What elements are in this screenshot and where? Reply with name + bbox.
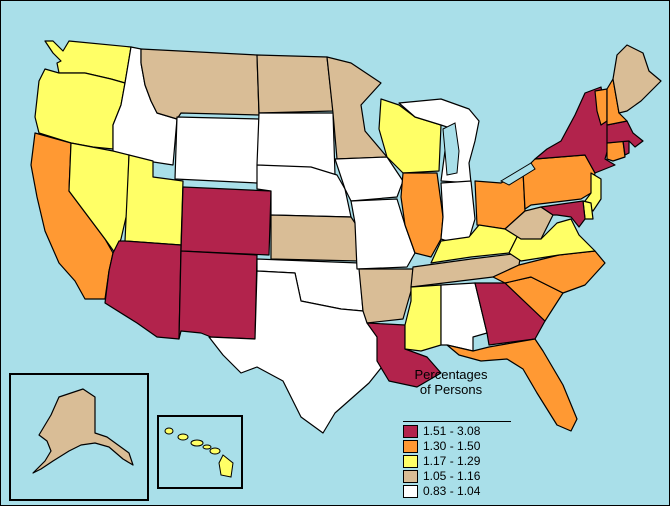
state-NE: [256, 164, 352, 218]
legend-swatch: [403, 425, 418, 438]
state-WY: [174, 116, 260, 184]
state-IN: [440, 180, 476, 242]
hawaii-inset: [157, 415, 243, 489]
state-FL: [446, 338, 578, 432]
alaska-map: [32, 388, 134, 474]
legend-label: 1.17 - 1.29: [423, 454, 481, 468]
legend-swatch: [403, 485, 418, 498]
legend-title: Percentages of Persons: [389, 367, 513, 397]
state-NM: [178, 250, 258, 340]
legend-swatch: [403, 470, 418, 483]
legend-label: 1.51 - 3.08: [423, 424, 481, 438]
state-MT: [140, 48, 260, 120]
legend-title-line2: of Persons: [419, 382, 483, 397]
state-AK: [32, 388, 134, 474]
state-MA: [606, 120, 644, 148]
legend-title-line1: Percentages: [414, 367, 488, 382]
state-WI: [378, 98, 442, 174]
state-UT: [124, 154, 184, 246]
state-ME: [612, 44, 662, 114]
state-HI: [164, 427, 234, 478]
hawaii-map: [164, 427, 234, 478]
state-ND: [256, 54, 334, 114]
state-MS: [404, 284, 442, 352]
state-MN: [326, 56, 388, 160]
legend-label: 0.83 - 1.04: [423, 484, 481, 498]
legend-swatch: [403, 455, 418, 468]
legend-rule: [403, 421, 511, 422]
state-NJ: [584, 172, 602, 212]
state-CO: [180, 186, 272, 256]
lake-michigan: [442, 122, 460, 176]
state-IL: [400, 172, 444, 258]
great-lakes: [442, 122, 536, 186]
legend-swatch: [403, 440, 418, 453]
legend: Percentages of Persons 1.51 - 3.08 1.30 …: [389, 367, 521, 499]
state-NC: [492, 250, 606, 294]
state-TX: [208, 270, 386, 434]
legend-label: 1.30 - 1.50: [423, 439, 481, 453]
state-NV: [68, 142, 130, 254]
lake-erie: [499, 162, 536, 186]
state-CT: [606, 140, 626, 162]
state-MD: [540, 200, 586, 228]
state-AR: [358, 268, 414, 324]
state-VT: [594, 88, 608, 126]
state-MO: [350, 198, 416, 270]
state-KS: [270, 214, 360, 262]
alaska-inset: [9, 373, 149, 501]
state-AZ: [104, 240, 182, 340]
legend-label: 1.05 - 1.16: [423, 469, 481, 483]
